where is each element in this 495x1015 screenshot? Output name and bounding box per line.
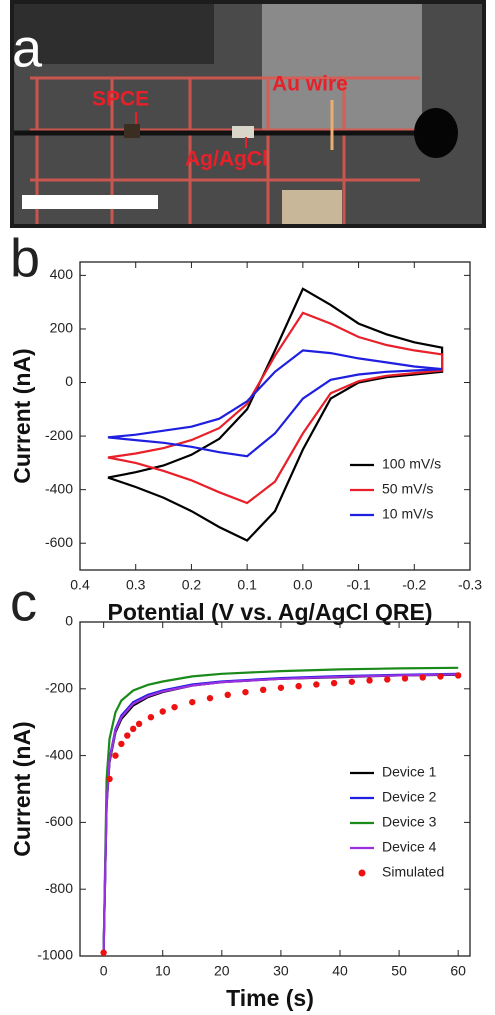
y-tick-label: -800 xyxy=(45,880,73,896)
photo-electrode xyxy=(124,124,140,138)
y-tick-label: -400 xyxy=(45,746,73,762)
data-point xyxy=(242,688,249,696)
data-point xyxy=(112,752,119,759)
y-tick-label: -600 xyxy=(45,813,73,829)
x-tick-label: 0.3 xyxy=(126,577,146,593)
x-tick-label: 0 xyxy=(100,963,108,979)
y-tick-label: -200 xyxy=(45,680,73,696)
data-point xyxy=(171,703,178,711)
y-tick-label: -600 xyxy=(45,534,73,550)
data-point xyxy=(224,691,231,699)
x-tick-label: -0.1 xyxy=(347,577,371,593)
y-tick-label: 0 xyxy=(65,613,73,629)
photo-label: Au wire xyxy=(272,73,348,96)
data-point xyxy=(100,949,107,956)
y-axis-title: Current (nA) xyxy=(9,721,35,856)
data-point xyxy=(118,740,125,748)
plot-frame xyxy=(79,621,471,957)
data-point xyxy=(206,694,214,702)
x-tick-label: -0.2 xyxy=(402,577,426,593)
photo-tape xyxy=(262,4,422,134)
y-tick-label: 400 xyxy=(50,266,74,282)
legend-label: 10 mV/s xyxy=(382,506,433,522)
panel-label: c xyxy=(10,572,37,632)
y-axis-title: Current (nA) xyxy=(9,348,35,483)
data-point xyxy=(295,682,302,690)
data-point xyxy=(437,673,444,680)
data-line xyxy=(107,349,443,458)
photo-electrode xyxy=(232,126,254,138)
data-point xyxy=(454,672,462,679)
legend-label: Device 4 xyxy=(382,839,437,855)
data-point xyxy=(135,720,143,728)
data-point xyxy=(330,679,338,687)
panel-label: b xyxy=(10,228,40,288)
data-point xyxy=(384,676,391,683)
photo-panel: a SPCE Ag/AgCl Au wire xyxy=(10,0,486,228)
data-point xyxy=(348,678,356,685)
data-line xyxy=(107,311,444,505)
data-line xyxy=(107,287,444,542)
data-line xyxy=(102,666,459,953)
x-tick-label: 0.0 xyxy=(293,577,313,593)
x-tick-label: 0.1 xyxy=(237,577,257,593)
photo-tape xyxy=(282,190,342,224)
photo-grid xyxy=(30,76,420,224)
x-tick-label: 20 xyxy=(214,963,230,979)
data-point xyxy=(147,713,155,721)
x-tick-label: 60 xyxy=(450,963,466,979)
x-tick-label: 50 xyxy=(391,963,407,979)
legend-swatch xyxy=(358,869,366,877)
y-tick-label: -1000 xyxy=(37,947,73,963)
panel-label: a xyxy=(12,18,43,78)
x-tick-label: 10 xyxy=(155,963,171,979)
x-tick-label: 30 xyxy=(273,963,289,979)
legend-label: 50 mV/s xyxy=(382,481,433,497)
x-tick-label: 0.4 xyxy=(70,577,90,593)
data-point xyxy=(159,708,166,715)
x-tick-label: -0.3 xyxy=(458,577,482,593)
y-tick-label: 0 xyxy=(65,373,73,389)
photo-label: SPCE xyxy=(92,88,149,111)
data-point xyxy=(259,686,267,694)
legend-label: 100 mV/s xyxy=(382,456,441,472)
data-line xyxy=(102,673,459,953)
data-point xyxy=(124,732,131,739)
data-point xyxy=(189,698,196,706)
data-point xyxy=(106,775,113,783)
scale-bar xyxy=(22,195,158,209)
data-point xyxy=(313,681,320,688)
data-point xyxy=(401,675,409,682)
y-tick-label: -200 xyxy=(45,427,73,443)
x-tick-label: 40 xyxy=(332,963,348,979)
legend-label: Device 2 xyxy=(382,789,437,805)
photo-hole xyxy=(414,108,458,158)
data-point xyxy=(366,677,373,684)
plot-frame xyxy=(79,261,471,571)
y-tick-label: 200 xyxy=(50,320,74,336)
y-tick-label: -400 xyxy=(45,480,73,496)
x-axis-title: Time (s) xyxy=(226,985,314,1011)
x-axis-title: Potential (V vs. Ag/AgCl QRE) xyxy=(107,599,432,625)
photo-label: Ag/AgCl xyxy=(185,148,268,171)
data-point xyxy=(277,684,285,691)
photo-shadow xyxy=(14,4,214,64)
legend-label: Simulated xyxy=(382,864,444,880)
x-tick-label: 0.2 xyxy=(182,577,202,593)
data-point xyxy=(129,725,137,733)
data-point xyxy=(419,674,426,681)
legend-label: Device 1 xyxy=(382,764,437,780)
legend-label: Device 3 xyxy=(382,814,437,830)
